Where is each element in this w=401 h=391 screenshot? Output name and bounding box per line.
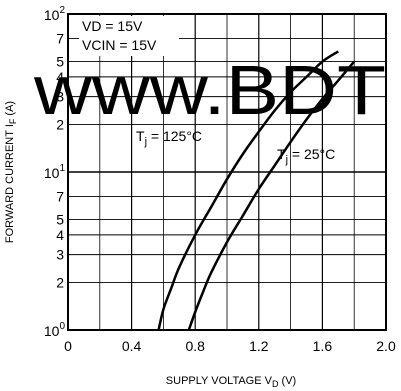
series-label-tj-125c: Tj = 125°C	[136, 128, 202, 148]
y-tick-label: 5	[56, 54, 64, 70]
condition-vd: VD = 15V	[82, 18, 143, 34]
y-tick-label: 5	[56, 212, 64, 228]
y-tick-label: 102	[44, 5, 66, 23]
y-tick-label: 2	[56, 274, 64, 290]
x-tick-label: 1.2	[249, 338, 269, 354]
x-tick-labels: 0 0.4 0.8 1.2 1.6 2.0	[64, 338, 396, 354]
x-tick-label: 0.4	[122, 338, 142, 354]
x-tick-label: 1.6	[313, 338, 333, 354]
y-tick-label: 4	[56, 69, 64, 85]
series-label-tj-25c: Tj = 25°C	[277, 146, 335, 166]
y-tick-label: 7	[56, 188, 64, 204]
y-tick-label: 101	[44, 163, 66, 181]
y-tick-label: 3	[56, 89, 64, 105]
series-labels: Tj = 125°C Tj = 25°C	[136, 128, 335, 166]
y-axis-label: FORWARD CURRENT IF (A)	[4, 101, 18, 243]
series-curve-tj-125c	[157, 50, 339, 331]
plot-frame	[67, 13, 387, 331]
curves	[157, 50, 356, 331]
y-tick-label: 100	[44, 321, 66, 339]
y-tick-label: 4	[56, 227, 64, 243]
condition-vcin: VCIN = 15V	[82, 37, 157, 53]
y-tick-label: 7	[56, 30, 64, 46]
watermark: www.BDT	[33, 51, 386, 129]
x-tick-label: 0	[64, 338, 72, 354]
y-tick-label: 2	[56, 116, 64, 132]
x-tick-label: 0.8	[185, 338, 205, 354]
x-axis-label: SUPPLY VOLTAGE VD (V)	[166, 375, 296, 389]
conditions-box: VD = 15V VCIN = 15V	[79, 16, 179, 56]
x-tick-label: 2.0	[376, 338, 396, 354]
y-tick-label: 3	[56, 247, 64, 263]
series-curve-tj-25c	[187, 60, 356, 331]
